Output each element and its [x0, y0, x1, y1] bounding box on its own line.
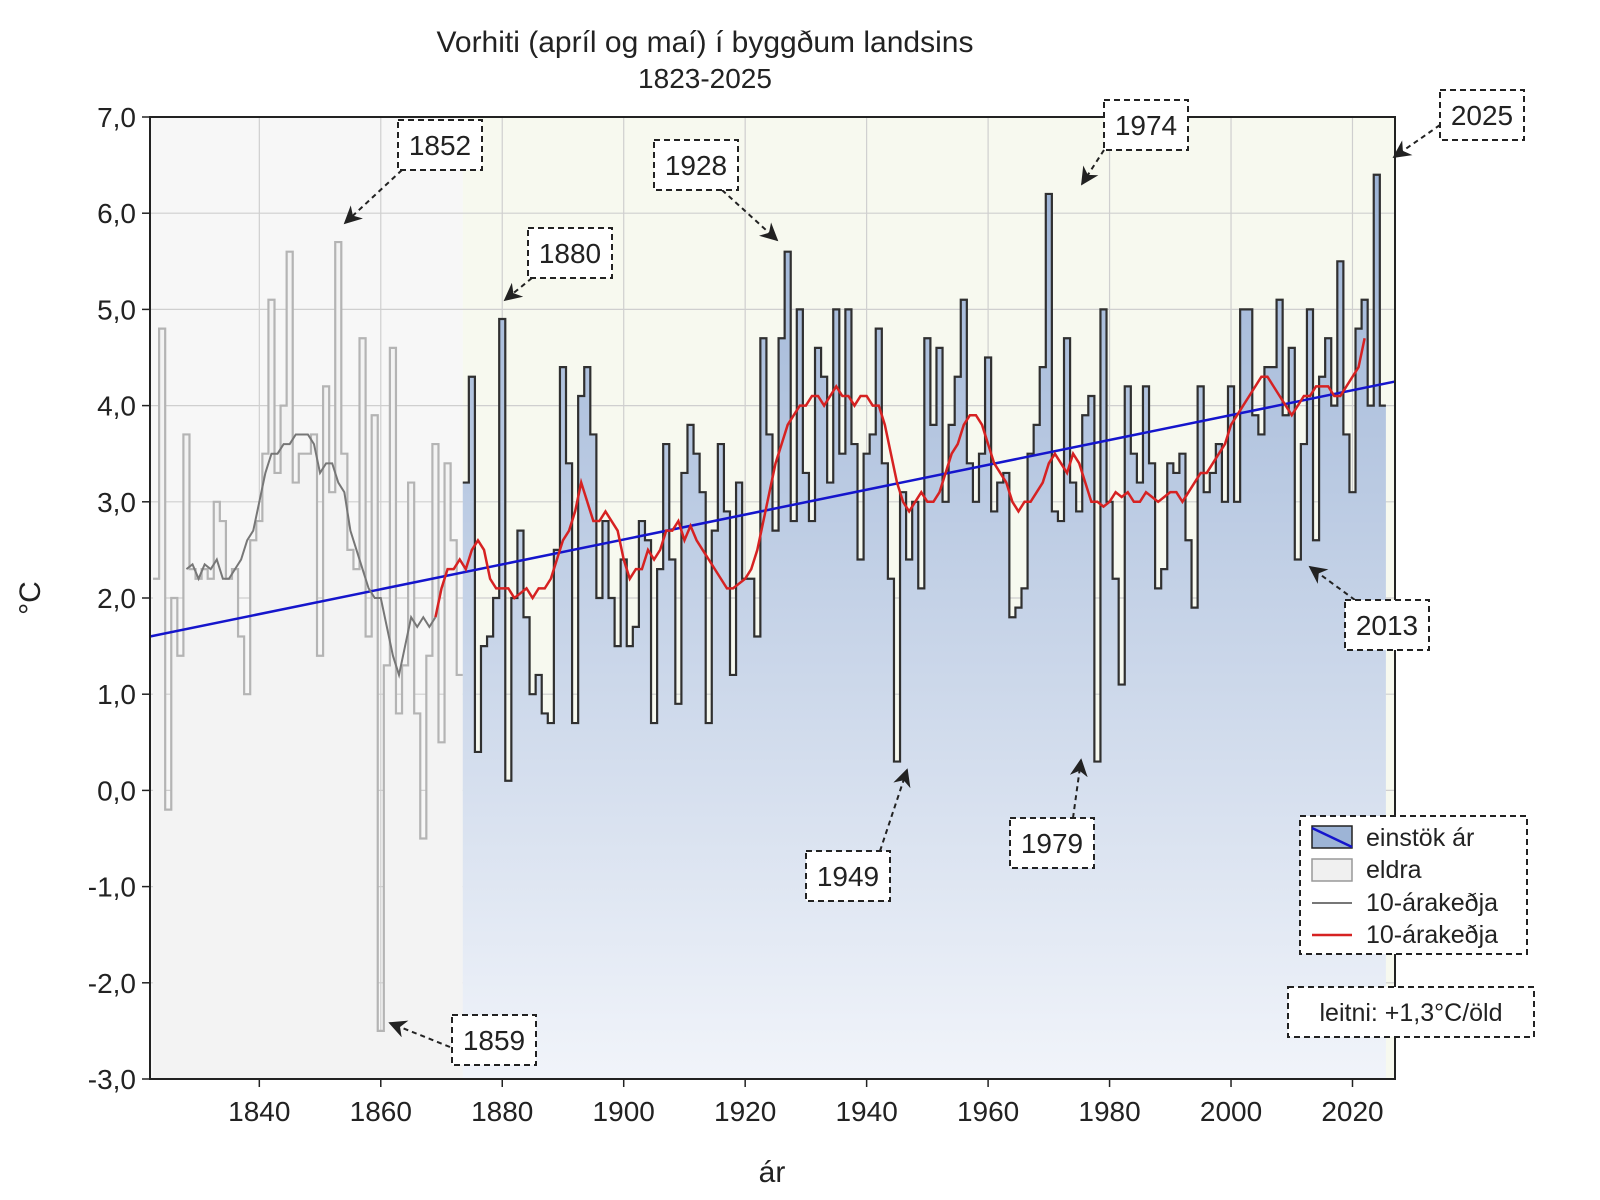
annotation-box	[805, 850, 891, 902]
annotation-box	[653, 139, 739, 191]
x-tick-label: 1900	[593, 1096, 655, 1127]
x-axis-label: ár	[759, 1156, 786, 1189]
x-tick-label: 2020	[1321, 1096, 1383, 1127]
x-tick-label: 1860	[350, 1096, 412, 1127]
x-tick-label: 1840	[228, 1096, 290, 1127]
x-tick-label: 2000	[1200, 1096, 1262, 1127]
annotation-label: 2013	[1356, 610, 1418, 641]
annotation-arrow	[388, 1020, 451, 1048]
annotation-arrow	[343, 169, 403, 225]
y-axis-label: °C	[14, 581, 47, 615]
annotation-1928: 1928	[653, 139, 779, 242]
legend: einstök ár eldra 10-árakeðja 10-árakeðja	[1299, 815, 1528, 955]
annotation-label: 2025	[1451, 100, 1513, 131]
annotation-box	[1103, 99, 1189, 151]
legend-label-bars: einstök ár	[1366, 824, 1474, 852]
annotation-box	[397, 119, 483, 171]
older-bars	[153, 242, 463, 1079]
y-tick-label: -2,0	[88, 968, 136, 999]
y-tick-label: 3,0	[97, 487, 136, 518]
annotation-label: 1979	[1021, 828, 1083, 859]
trend-line	[149, 380, 1396, 638]
annotation-arrow	[1392, 124, 1441, 159]
legend-label-older: eldra	[1366, 856, 1422, 884]
annotation-label: 1859	[463, 1025, 525, 1056]
older-running-mean-line	[185, 433, 437, 679]
y-tick-label: 7,0	[97, 102, 136, 133]
axis-ticks: 1840 1860 1880 1900 1920 1940 1960 1980 2000 2020…	[88, 102, 1384, 1127]
annotation-label: 1949	[817, 861, 879, 892]
x-tick-label: 1940	[835, 1096, 897, 1127]
bar-area	[153, 173, 1386, 1080]
annotation-arrow	[1081, 149, 1105, 186]
chart-subtitle: 1823-2025	[638, 63, 772, 94]
annual-bars	[462, 174, 1386, 1080]
annotation-box	[1009, 817, 1095, 869]
annotation-box	[1344, 599, 1430, 651]
y-tick-label: -1,0	[88, 872, 136, 903]
annotation-box	[527, 227, 613, 279]
y-tick-label: 1,0	[97, 679, 136, 710]
y-tick-label: -3,0	[88, 1064, 136, 1095]
annotation-label: 1974	[1115, 110, 1177, 141]
y-tick-label: 6,0	[97, 198, 136, 229]
legend-swatch-older	[1311, 858, 1353, 882]
annotation-1974: 1974	[1081, 99, 1189, 186]
y-tick-label: 4,0	[97, 391, 136, 422]
older-bars-outline	[153, 240, 463, 1032]
annotation-2025: 2025	[1392, 89, 1525, 159]
annotation-label: 1928	[665, 150, 727, 181]
annotation-1852: 1852	[343, 119, 483, 225]
annotation-2013: 2013	[1308, 565, 1430, 651]
legend-label-running-mean: 10-árakeðja	[1366, 921, 1498, 949]
x-tick-label: 1880	[471, 1096, 533, 1127]
annotation-1859: 1859	[388, 1014, 537, 1066]
annotation-box	[451, 1014, 537, 1066]
y-tick-label: 5,0	[97, 294, 136, 325]
trend-label-box: leitni: +1,3°C/öld	[1287, 986, 1535, 1038]
x-tick-label: 1980	[1078, 1096, 1140, 1127]
x-tick-label: 1920	[714, 1096, 776, 1127]
annotation-arrow	[503, 277, 533, 302]
annual-bars-outline	[462, 173, 1386, 782]
annotation-arrow	[721, 189, 779, 242]
annotation-label: 1852	[409, 130, 471, 161]
legend-swatch-trend	[1311, 826, 1353, 849]
legend-label-older-mean: 10-árakeðja	[1366, 889, 1498, 917]
trend-label: leitni: +1,3°C/öld	[1319, 999, 1502, 1027]
y-tick-label: 2,0	[97, 583, 136, 614]
annotation-label: 1880	[539, 238, 601, 269]
chart-title: Vorhiti (apríl og maí) í byggðum landsin…	[437, 26, 974, 59]
annotation-arrow	[1069, 758, 1088, 819]
annotations: 1852 1880 1928 1974 2025 1859 1949 1979 2013	[343, 89, 1525, 1066]
annotation-1949: 1949	[805, 768, 911, 902]
x-tick-label: 1960	[957, 1096, 1019, 1127]
annotation-box	[1439, 89, 1525, 141]
y-tick-label: 0,0	[97, 775, 136, 806]
annotation-1880: 1880	[503, 227, 613, 302]
annotation-1979: 1979	[1009, 758, 1095, 869]
annotation-arrow	[1308, 565, 1356, 601]
running-mean-line	[434, 338, 1366, 618]
series-lines	[149, 338, 1396, 679]
